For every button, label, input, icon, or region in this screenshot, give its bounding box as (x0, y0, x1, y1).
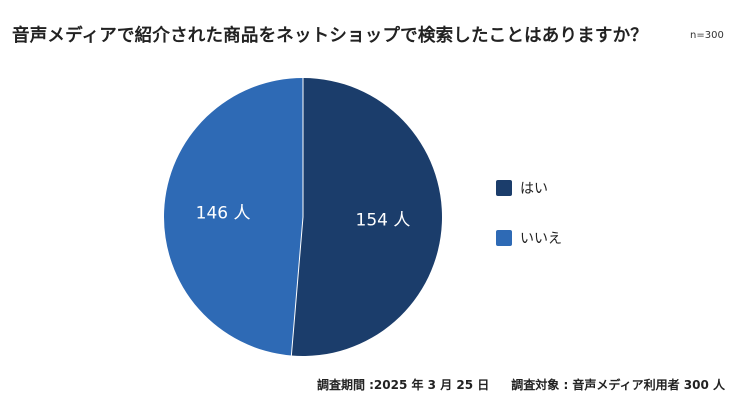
legend-label-hai: はい (520, 181, 548, 197)
legend-swatch-hai (496, 180, 512, 196)
pie-slice-iie (163, 78, 303, 356)
survey-target: 調査対象 : 音声メディア利用者 300 人 (511, 378, 725, 392)
data-label-hai: 154 人 (356, 210, 411, 230)
sample-size: n=300 (690, 30, 724, 41)
pie-slice-hai (291, 78, 442, 356)
legend-label-iie: いいえ (520, 231, 562, 247)
survey-footer: 調査期間 :2025 年 3 月 25 日 調査対象 : 音声メディア利用者 30… (317, 376, 725, 393)
survey-period: 調査期間 :2025 年 3 月 25 日 (316, 378, 490, 392)
legend: はい いいえ (496, 178, 562, 278)
slice-separator (290, 216, 304, 356)
legend-item-hai: はい (496, 178, 562, 198)
data-label-iie: 146 人 (196, 204, 251, 224)
legend-item-iie: いいえ (496, 228, 562, 248)
chart-title: 音声メディアで紹介された商品をネットショップで検索したことはありますか？ (12, 26, 648, 46)
legend-swatch-iie (496, 230, 512, 246)
